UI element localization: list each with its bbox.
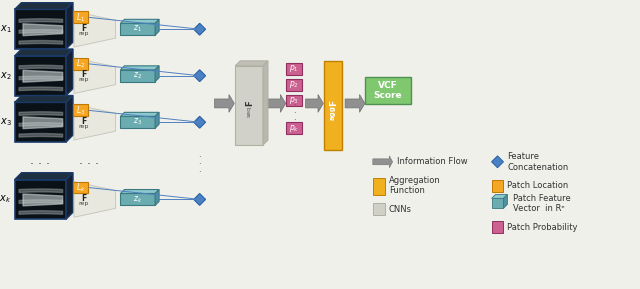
- Text: $z_{3}$: $z_{3}$: [133, 117, 142, 127]
- FancyBboxPatch shape: [120, 70, 155, 82]
- Text: Patch Probability: Patch Probability: [508, 223, 578, 231]
- Polygon shape: [305, 95, 323, 112]
- Text: $p_{2}$: $p_{2}$: [289, 79, 299, 90]
- Polygon shape: [15, 3, 73, 10]
- Text: $\mathbf{F}$: $\mathbf{F}$: [328, 100, 339, 107]
- Text: $z_{2}$: $z_{2}$: [133, 71, 142, 81]
- Polygon shape: [155, 19, 159, 35]
- Polygon shape: [194, 23, 205, 35]
- Polygon shape: [15, 49, 73, 56]
- Text: rep: rep: [79, 201, 89, 206]
- Text: $\mathbf{F}$: $\mathbf{F}$: [81, 115, 87, 126]
- Text: $p_{1}$: $p_{1}$: [289, 63, 299, 74]
- FancyBboxPatch shape: [74, 181, 88, 193]
- FancyBboxPatch shape: [74, 11, 88, 23]
- Text: rep: rep: [79, 124, 89, 129]
- Text: $L_{1}$: $L_{1}$: [76, 11, 86, 24]
- Polygon shape: [66, 49, 73, 96]
- Text: · · ·: · · ·: [79, 158, 99, 171]
- Text: $p_{3}$: $p_{3}$: [289, 95, 299, 106]
- FancyBboxPatch shape: [15, 56, 66, 96]
- Polygon shape: [74, 104, 116, 140]
- FancyBboxPatch shape: [286, 63, 302, 75]
- Polygon shape: [120, 190, 159, 193]
- Text: ·
·
·: · · ·: [198, 153, 201, 177]
- Polygon shape: [155, 112, 159, 128]
- Polygon shape: [492, 194, 508, 199]
- FancyBboxPatch shape: [286, 79, 302, 90]
- Polygon shape: [345, 95, 365, 112]
- FancyBboxPatch shape: [120, 193, 155, 205]
- Text: agg: agg: [330, 105, 336, 120]
- FancyBboxPatch shape: [236, 66, 263, 145]
- Polygon shape: [120, 66, 159, 70]
- Text: $L_{3}$: $L_{3}$: [76, 104, 86, 116]
- FancyBboxPatch shape: [15, 10, 66, 49]
- Polygon shape: [66, 3, 73, 49]
- Text: $p_{k}$: $p_{k}$: [289, 123, 300, 134]
- Text: · · ·: · · ·: [30, 158, 51, 171]
- Polygon shape: [194, 116, 205, 128]
- FancyBboxPatch shape: [324, 61, 342, 150]
- Polygon shape: [194, 70, 205, 82]
- Polygon shape: [214, 95, 234, 112]
- Polygon shape: [155, 190, 159, 205]
- Polygon shape: [373, 156, 392, 168]
- FancyBboxPatch shape: [365, 77, 412, 104]
- Polygon shape: [15, 96, 73, 102]
- FancyBboxPatch shape: [74, 58, 88, 70]
- Text: Feature
Concatenation: Feature Concatenation: [508, 152, 569, 171]
- Text: seq: seq: [246, 106, 252, 117]
- Text: $x_{1}$: $x_{1}$: [0, 23, 12, 35]
- Polygon shape: [263, 61, 268, 145]
- FancyBboxPatch shape: [15, 102, 66, 142]
- Polygon shape: [15, 173, 73, 180]
- FancyBboxPatch shape: [15, 180, 66, 219]
- Text: Information Flow: Information Flow: [397, 157, 467, 166]
- Text: rep: rep: [79, 77, 89, 82]
- Polygon shape: [120, 19, 159, 23]
- Text: $\mathbf{F}$: $\mathbf{F}$: [81, 192, 87, 203]
- Text: $x_{2}$: $x_{2}$: [0, 70, 12, 81]
- FancyBboxPatch shape: [74, 104, 88, 116]
- Text: Aggregation
Function: Aggregation Function: [388, 176, 440, 195]
- Text: rep: rep: [79, 31, 89, 36]
- Text: $z_{k}$: $z_{k}$: [133, 194, 143, 205]
- Polygon shape: [236, 61, 268, 66]
- Polygon shape: [66, 173, 73, 219]
- Polygon shape: [492, 156, 504, 168]
- FancyBboxPatch shape: [373, 178, 385, 195]
- Text: $\mathbf{F}$: $\mathbf{F}$: [81, 22, 87, 33]
- Polygon shape: [504, 194, 508, 208]
- Polygon shape: [120, 112, 159, 116]
- FancyBboxPatch shape: [492, 221, 504, 233]
- Text: $L_{2}$: $L_{2}$: [76, 58, 86, 70]
- FancyBboxPatch shape: [373, 203, 385, 215]
- Text: $\mathbf{F}$: $\mathbf{F}$: [244, 100, 255, 107]
- Text: Patch Feature
Vector  in Rᵉ: Patch Feature Vector in Rᵉ: [513, 194, 571, 213]
- Text: ·
·
·: · · ·: [293, 101, 296, 125]
- Text: $x_{k}$: $x_{k}$: [0, 194, 12, 205]
- Polygon shape: [74, 11, 116, 47]
- FancyBboxPatch shape: [120, 116, 155, 128]
- FancyBboxPatch shape: [492, 180, 504, 192]
- Polygon shape: [74, 181, 116, 217]
- FancyBboxPatch shape: [286, 122, 302, 134]
- Text: CNNs: CNNs: [388, 205, 412, 214]
- Polygon shape: [194, 193, 205, 205]
- Polygon shape: [74, 58, 116, 94]
- Polygon shape: [66, 96, 73, 142]
- Text: Patch Location: Patch Location: [508, 181, 569, 190]
- Polygon shape: [155, 66, 159, 82]
- Text: $x_{3}$: $x_{3}$: [0, 116, 12, 128]
- FancyBboxPatch shape: [286, 95, 302, 106]
- Text: $z_{1}$: $z_{1}$: [133, 24, 142, 34]
- FancyBboxPatch shape: [120, 23, 155, 35]
- Text: $\mathbf{F}$: $\mathbf{F}$: [81, 68, 87, 79]
- FancyBboxPatch shape: [492, 199, 504, 208]
- Text: VCF
Score: VCF Score: [374, 81, 403, 100]
- Text: $L_{k}$: $L_{k}$: [76, 181, 86, 194]
- Polygon shape: [266, 95, 285, 112]
